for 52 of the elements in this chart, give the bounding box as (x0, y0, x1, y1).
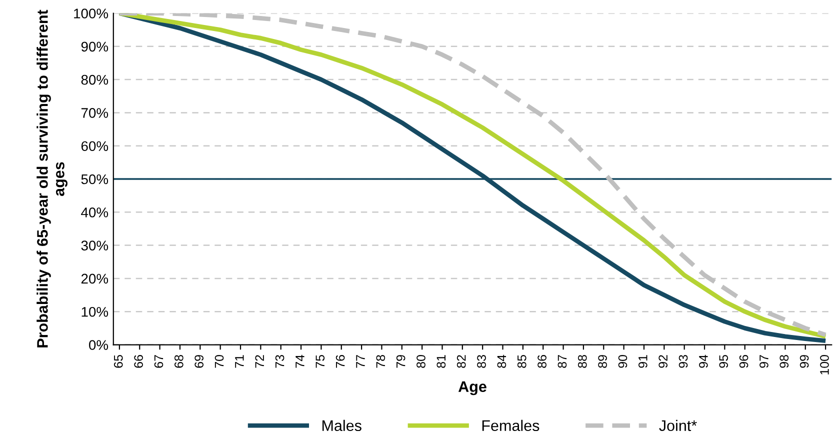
x-tick-label: 68 (174, 355, 184, 368)
x-tick-label: 93 (678, 355, 688, 368)
x-tick-label: 80 (416, 354, 426, 368)
x-tick-label: 71 (235, 355, 244, 368)
x-tick-label: 82 (456, 355, 466, 368)
x-tick-label: 75 (316, 355, 325, 368)
y-tick-label: 0% (89, 340, 108, 350)
y-tick-label: 20% (81, 274, 108, 284)
x-tick-label: 96 (739, 355, 748, 368)
x-tick-label: 67 (154, 355, 164, 368)
x-tick-label: 89 (598, 355, 607, 368)
y-axis-title: Probability of 65-year old surviving to different ages (36, 10, 68, 348)
x-tick-label: 70 (214, 354, 224, 368)
y-tick-label: 50% (81, 174, 108, 184)
x-tick-label: 92 (658, 355, 668, 368)
x-tick-label: 97 (760, 355, 768, 368)
x-tick-label: 85 (517, 355, 526, 368)
y-tick-label: 10% (82, 306, 108, 317)
y-tick-label: 30% (81, 240, 108, 250)
legend-label: Males (322, 420, 362, 432)
x-axis-title: Age (458, 381, 486, 396)
x-tick-label: 74 (296, 354, 304, 368)
x-tick-label: 72 (255, 355, 264, 368)
y-tick-label: 70% (81, 108, 108, 118)
x-tick-label: 76 (336, 355, 345, 368)
x-tick-label: 99 (800, 355, 809, 368)
x-tick-label: 86 (538, 355, 546, 368)
x-tick-label: 73 (275, 355, 284, 368)
x-tick-label: 78 (376, 355, 386, 368)
y-tick-label: 90% (81, 42, 108, 52)
x-tick-label: 90 (618, 354, 628, 368)
legend-label: Females (482, 420, 540, 432)
x-tick-label: 98 (780, 355, 789, 368)
x-tick-label: 88 (578, 355, 587, 368)
x-tick-label: 66 (134, 355, 143, 368)
x-tick-label: 79 (396, 355, 406, 368)
x-tick-label: 84 (497, 354, 506, 368)
x-tick-label: 77 (356, 355, 365, 368)
y-tick-label: 60% (81, 141, 108, 152)
x-tick-label: 100 (820, 354, 829, 374)
x-tick-label: 81 (436, 355, 446, 368)
x-tick-label: 95 (719, 355, 728, 368)
x-tick-label: 91 (638, 355, 648, 368)
legend-label: Joint* (659, 420, 697, 432)
x-tick-label: 83 (477, 355, 486, 368)
x-tick-label: 65 (114, 355, 123, 368)
x-tick-label: 87 (558, 355, 567, 368)
x-tick-label: 94 (699, 354, 708, 368)
y-tick-label: 80% (81, 74, 108, 85)
x-tick-label: 69 (194, 355, 204, 368)
y-tick-label: 100% (74, 8, 108, 18)
y-tick-label: 40% (81, 207, 108, 218)
